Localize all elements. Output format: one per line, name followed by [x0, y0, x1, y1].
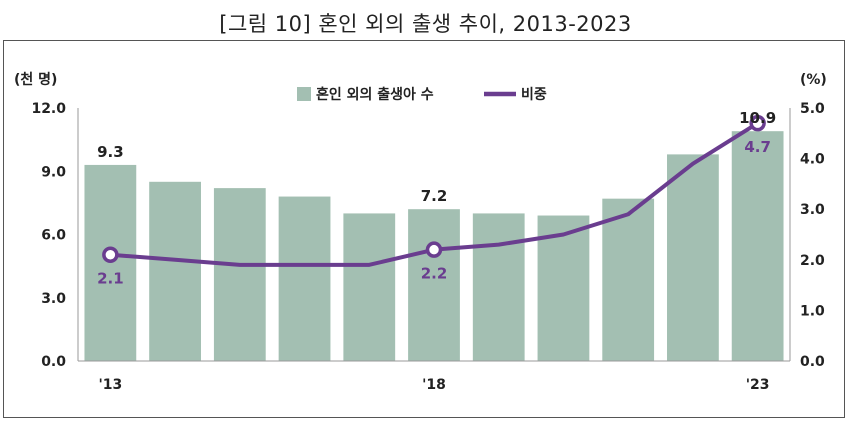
bar-2022 [667, 154, 719, 361]
left-tick-label: 6.0 [41, 228, 66, 244]
right-tick-label: 1.0 [800, 303, 825, 319]
bar-2016 [278, 196, 331, 361]
bar-2015 [213, 188, 266, 361]
bar-value-label: 9.3 [97, 143, 124, 161]
left-tick-label: 9.0 [41, 164, 66, 180]
bar-value-label: 10.9 [739, 109, 776, 127]
legend-bar-label: 혼인 외의 출생아 수 [316, 86, 434, 103]
left-tick-label: 0.0 [41, 354, 66, 370]
left-axis-unit: (천 명) [14, 71, 57, 88]
bar-value-label: 7.2 [421, 187, 448, 205]
bar-2019 [472, 213, 525, 361]
right-tick-label: 4.0 [800, 152, 825, 168]
right-tick-label: 3.0 [800, 202, 825, 218]
chart-title: [그림 10] 혼인 외의 출생 추이, 2013-2023 [219, 12, 632, 36]
share-marker-2013 [102, 246, 119, 263]
share-marker-2018 [425, 241, 443, 258]
bar-2014 [149, 181, 201, 361]
x-tick-label: '13 [98, 377, 122, 393]
left-tick-label: 12.0 [31, 101, 66, 117]
legend-line-label: 비중 [521, 87, 547, 103]
bar-2017 [343, 213, 396, 361]
share-marker-2023 [749, 114, 766, 132]
share-value-label: 2.2 [421, 265, 448, 283]
right-axis-unit: (%) [800, 72, 827, 88]
share-value-label: 4.7 [744, 138, 771, 156]
right-tick-label: 0.0 [800, 354, 825, 370]
bar-2018 [408, 209, 460, 361]
bar-2021 [602, 198, 655, 361]
right-tick-label: 5.0 [800, 101, 825, 117]
bar-2020 [537, 215, 590, 361]
share-value-label: 2.1 [97, 270, 124, 288]
bar-2023 [731, 131, 784, 361]
left-tick-label: 3.0 [41, 291, 66, 307]
chart-frame [3, 40, 845, 418]
legend-bar-swatch [297, 87, 311, 101]
right-tick-label: 2.0 [800, 253, 825, 269]
x-tick-label: '18 [422, 377, 446, 393]
x-tick-label: '23 [746, 377, 770, 393]
